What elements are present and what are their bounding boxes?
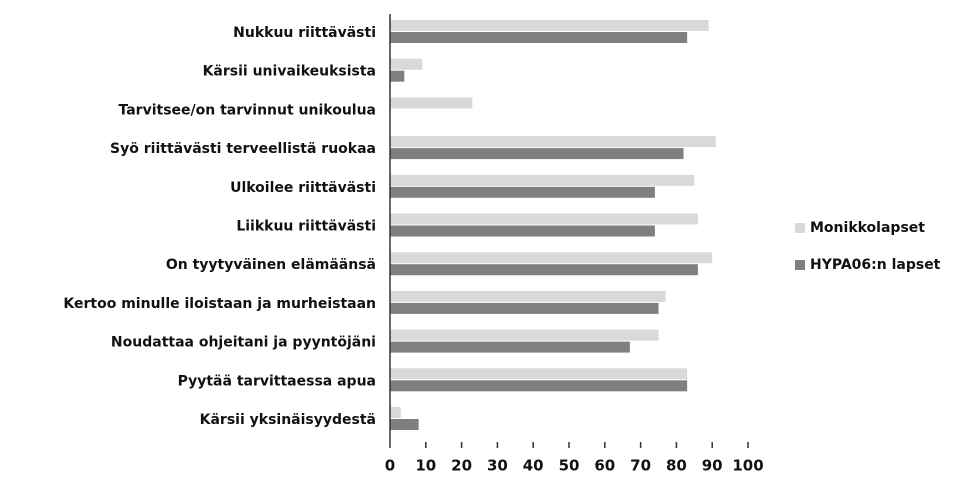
- bar: [390, 58, 423, 70]
- x-tick-label: 50: [559, 457, 580, 475]
- legend-label: Monikkolapset: [810, 220, 925, 236]
- bar: [390, 97, 473, 109]
- bar: [390, 419, 419, 430]
- x-tick-label: 40: [523, 457, 544, 475]
- category-label: Kärsii univaikeuksista: [203, 64, 376, 80]
- bar: [390, 20, 709, 31]
- bar: [390, 148, 684, 160]
- category-label: Kärsii yksinäisyydestä: [200, 412, 376, 428]
- x-tick-label: 70: [630, 457, 651, 475]
- legend-swatch: [795, 260, 805, 270]
- bar: [390, 225, 655, 237]
- category-label: Tarvitsee/on tarvinnut unikoulua: [118, 102, 376, 118]
- x-tick-label: 80: [666, 457, 687, 475]
- bar: [390, 368, 688, 380]
- x-tick-label: 90: [702, 457, 723, 475]
- category-label: On tyytyväinen elämäänsä: [166, 257, 376, 273]
- bar: [390, 213, 698, 225]
- bar: [390, 341, 630, 353]
- x-tick-label: 0: [385, 457, 395, 475]
- category-label: Syö riittävästi terveellistä ruokaa: [110, 141, 376, 157]
- bar: [390, 186, 655, 198]
- category-label: Noudattaa ohjeitani ja pyyntöjäni: [111, 335, 376, 351]
- category-label: Pyytää tarvittaessa apua: [178, 373, 376, 389]
- category-label: Nukkuu riittävästi: [233, 25, 376, 41]
- x-tick-label: 10: [415, 457, 436, 475]
- x-tick-label: 100: [732, 457, 763, 475]
- bar: [390, 407, 401, 418]
- bar: [390, 252, 713, 264]
- bar: [390, 329, 659, 341]
- bar: [390, 70, 405, 82]
- x-tick-label: 60: [594, 457, 615, 475]
- bar: [390, 380, 688, 392]
- legend-label: HYPA06:n lapset: [810, 257, 941, 273]
- bar: [390, 264, 698, 276]
- x-tick-label: 20: [451, 457, 472, 475]
- category-label: Ulkoilee riittävästi: [230, 180, 376, 196]
- bar: [390, 302, 659, 314]
- bar: [390, 136, 716, 148]
- x-tick-label: 30: [487, 457, 508, 475]
- bar: [390, 174, 695, 186]
- bar: [390, 32, 688, 43]
- legend-swatch: [795, 223, 805, 233]
- category-label: Liikkuu riittävästi: [236, 219, 376, 235]
- category-label: Kertoo minulle iloistaan ja murheistaan: [63, 296, 376, 312]
- bar: [390, 290, 666, 302]
